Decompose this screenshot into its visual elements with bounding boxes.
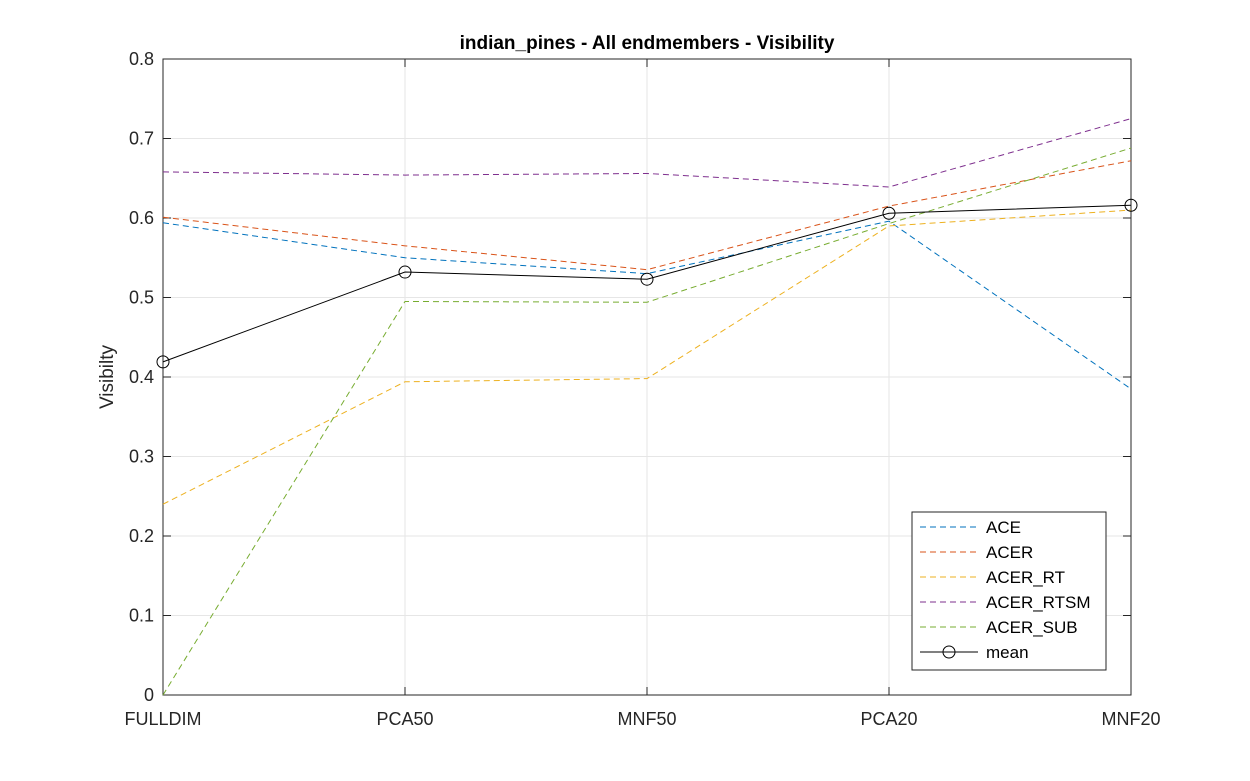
legend-label: ACER_RT bbox=[986, 568, 1065, 587]
series-line-acer-sub bbox=[162, 147, 1132, 696]
y-axis-label: Visibilty bbox=[97, 344, 118, 409]
x-tick-label: PCA20 bbox=[860, 709, 917, 729]
legend-label: ACER_RTSM bbox=[986, 593, 1091, 612]
series-line-mean bbox=[162, 204, 1132, 363]
data-point-mean bbox=[1124, 198, 1138, 212]
chart-title: indian_pines - All endmembers - Visibili… bbox=[460, 33, 835, 54]
series-line-acer bbox=[162, 160, 1132, 271]
x-tick-label: MNF20 bbox=[1101, 709, 1160, 729]
legend-label: ACER bbox=[986, 543, 1033, 562]
x-tick-label: MNF50 bbox=[617, 709, 676, 729]
series-line-ace bbox=[162, 220, 1132, 390]
x-tick-label: PCA50 bbox=[376, 709, 433, 729]
legend-label: mean bbox=[986, 643, 1029, 662]
y-tick-label: 0.3 bbox=[129, 447, 154, 467]
y-tick-label: 0.6 bbox=[129, 208, 154, 228]
x-tick-label: FULLDIM bbox=[124, 709, 201, 729]
data-point-mean bbox=[156, 355, 170, 369]
y-tick-label: 0.4 bbox=[129, 367, 154, 387]
data-point-mean bbox=[398, 265, 412, 279]
legend-marker-mean bbox=[942, 645, 956, 659]
legend-box bbox=[911, 511, 1107, 671]
y-tick-label: 0.2 bbox=[129, 526, 154, 546]
legend-label: ACER_SUB bbox=[986, 618, 1078, 637]
series-line-acer-rtsm bbox=[162, 118, 1132, 188]
data-point-mean bbox=[882, 206, 896, 220]
axis-ticks: 0 0.1 0.2 0.3 0.4 0.5 0.6 0.7 0.8 FULLDIM PCA50 MNF… bbox=[124, 49, 1160, 729]
series-group bbox=[156, 118, 1138, 696]
legend-label: ACE bbox=[986, 518, 1021, 537]
y-tick-label: 0.1 bbox=[129, 606, 154, 626]
data-point-mean bbox=[640, 272, 654, 286]
y-tick-label: 0.8 bbox=[129, 49, 154, 69]
y-tick-label: 0.5 bbox=[129, 288, 154, 308]
y-tick-label: 0.7 bbox=[129, 129, 154, 149]
grid-lines bbox=[163, 59, 1131, 695]
series-line-acer-rt bbox=[162, 209, 1132, 505]
y-tick-label: 0 bbox=[144, 685, 154, 705]
